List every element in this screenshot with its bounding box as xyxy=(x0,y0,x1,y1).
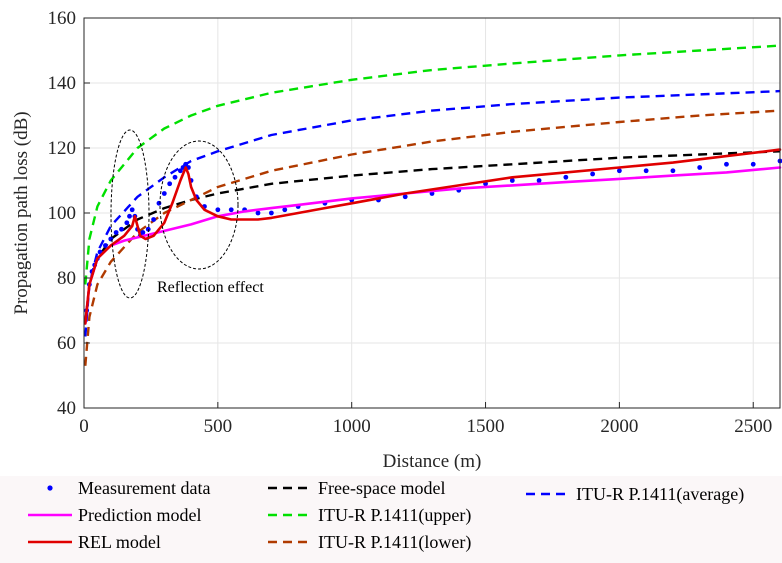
series-itu-r-p-1411-lower xyxy=(84,109,781,366)
y-tick-label-5: 140 xyxy=(48,73,77,94)
legend-entry-itu-r-p-1411-upper: ITU-R P.1411(upper) xyxy=(268,505,471,526)
x-tick-label-5: 2500 xyxy=(734,416,772,437)
measurement-point xyxy=(228,207,234,213)
x-tick-label-0: 0 xyxy=(79,416,89,437)
measurement-point xyxy=(255,210,261,216)
series-rel-model xyxy=(84,148,782,325)
x-axis-label: Distance (m) xyxy=(383,451,482,472)
measurement-point xyxy=(172,174,178,180)
annotation-reflection-effect: Reflection effect xyxy=(157,279,264,296)
x-tick-label-4: 2000 xyxy=(600,416,638,437)
legend-entry-itu-r-p-1411-lower: ITU-R P.1411(lower) xyxy=(268,532,471,553)
y-tick-label-2: 80 xyxy=(57,268,76,289)
series-line-rel-model xyxy=(84,148,782,325)
reflection-ellipse-right xyxy=(159,140,239,270)
y-tick-label-0: 40 xyxy=(57,398,76,419)
legend-entry-rel-model: REL model xyxy=(28,532,161,552)
legend-label-itu-r-p-1411-lower: ITU-R P.1411(lower) xyxy=(318,532,471,553)
measurement-point xyxy=(215,207,221,213)
legend-background xyxy=(0,476,782,563)
series-free-space-model xyxy=(84,150,781,324)
measurement-point xyxy=(167,181,173,187)
y-tick-label-3: 100 xyxy=(48,203,77,224)
y-tick-label-4: 120 xyxy=(48,138,77,159)
legend-entry-free-space-model: Free-space model xyxy=(268,478,445,498)
measurement-point xyxy=(127,213,132,219)
legend-swatch-measurement-data xyxy=(47,485,53,491)
series-line-prediction-model xyxy=(84,166,782,325)
measurement-point xyxy=(177,168,183,174)
annotations: Reflection effect xyxy=(110,129,264,299)
legend: Measurement data Prediction model REL mode… xyxy=(28,478,744,553)
measurement-point xyxy=(113,230,119,235)
reflection-ellipse-left xyxy=(110,129,150,299)
measurement-point xyxy=(268,210,274,216)
legend-label-free-space-model: Free-space model xyxy=(318,478,445,498)
measurement-point xyxy=(119,226,124,232)
series-line-itu-r-p-1411-lower xyxy=(84,109,781,366)
measurement-point xyxy=(697,165,703,170)
measurement-point xyxy=(536,178,542,183)
measurement-point xyxy=(563,174,569,180)
series-itu-r-p-1411-average xyxy=(84,89,781,337)
measurement-point xyxy=(151,217,157,222)
measurement-point xyxy=(724,161,729,167)
legend-label-measurement-data: Measurement data xyxy=(78,478,210,498)
legend-entry-itu-r-p-1411-average: ITU-R P.1411(average) xyxy=(526,484,744,505)
series-prediction-model xyxy=(84,166,782,325)
measurement-point xyxy=(129,207,135,213)
measurement-point xyxy=(750,161,756,167)
y-tick-label-1: 60 xyxy=(57,333,76,354)
measurement-point xyxy=(616,168,622,174)
series-line-itu-r-p-1411-upper xyxy=(84,44,781,285)
y-axis-label: Propagation path loss (dB) xyxy=(11,111,32,314)
x-tick-label-2: 1000 xyxy=(333,416,371,437)
legend-entry-prediction-model: Prediction model xyxy=(28,505,201,525)
series-layer xyxy=(84,44,782,366)
measurement-point xyxy=(183,161,189,167)
legend-label-itu-r-p-1411-upper: ITU-R P.1411(upper) xyxy=(318,505,471,526)
measurement-point xyxy=(124,220,130,226)
legend-entry-measurement-data: Measurement data xyxy=(47,478,210,498)
measurement-point xyxy=(643,168,649,174)
x-tick-label-1: 500 xyxy=(204,416,233,437)
legend-label-prediction-model: Prediction model xyxy=(78,505,201,525)
legend-label-rel-model: REL model xyxy=(78,532,161,552)
measurement-point xyxy=(670,168,676,174)
series-line-free-space-model xyxy=(84,150,781,324)
x-tick-label-3: 1500 xyxy=(467,416,505,437)
tick-labels: 0 500 1000 1500 2000 2500 40 60 80 100 120 140 160 xyxy=(48,8,773,437)
measurement-point xyxy=(140,230,146,235)
series-line-itu-r-p-1411-average xyxy=(84,89,781,337)
series-itu-r-p-1411-upper xyxy=(84,44,781,285)
measurement-point xyxy=(509,178,515,183)
measurement-point xyxy=(402,194,408,200)
measurement-point xyxy=(161,191,167,196)
measurement-point xyxy=(282,207,288,213)
measurement-point xyxy=(590,171,596,177)
y-tick-label-6: 160 xyxy=(48,8,77,29)
legend-label-itu-r-p-1411-average: ITU-R P.1411(average) xyxy=(576,484,744,505)
measurement-point xyxy=(103,243,108,248)
measurement-point xyxy=(156,200,162,206)
